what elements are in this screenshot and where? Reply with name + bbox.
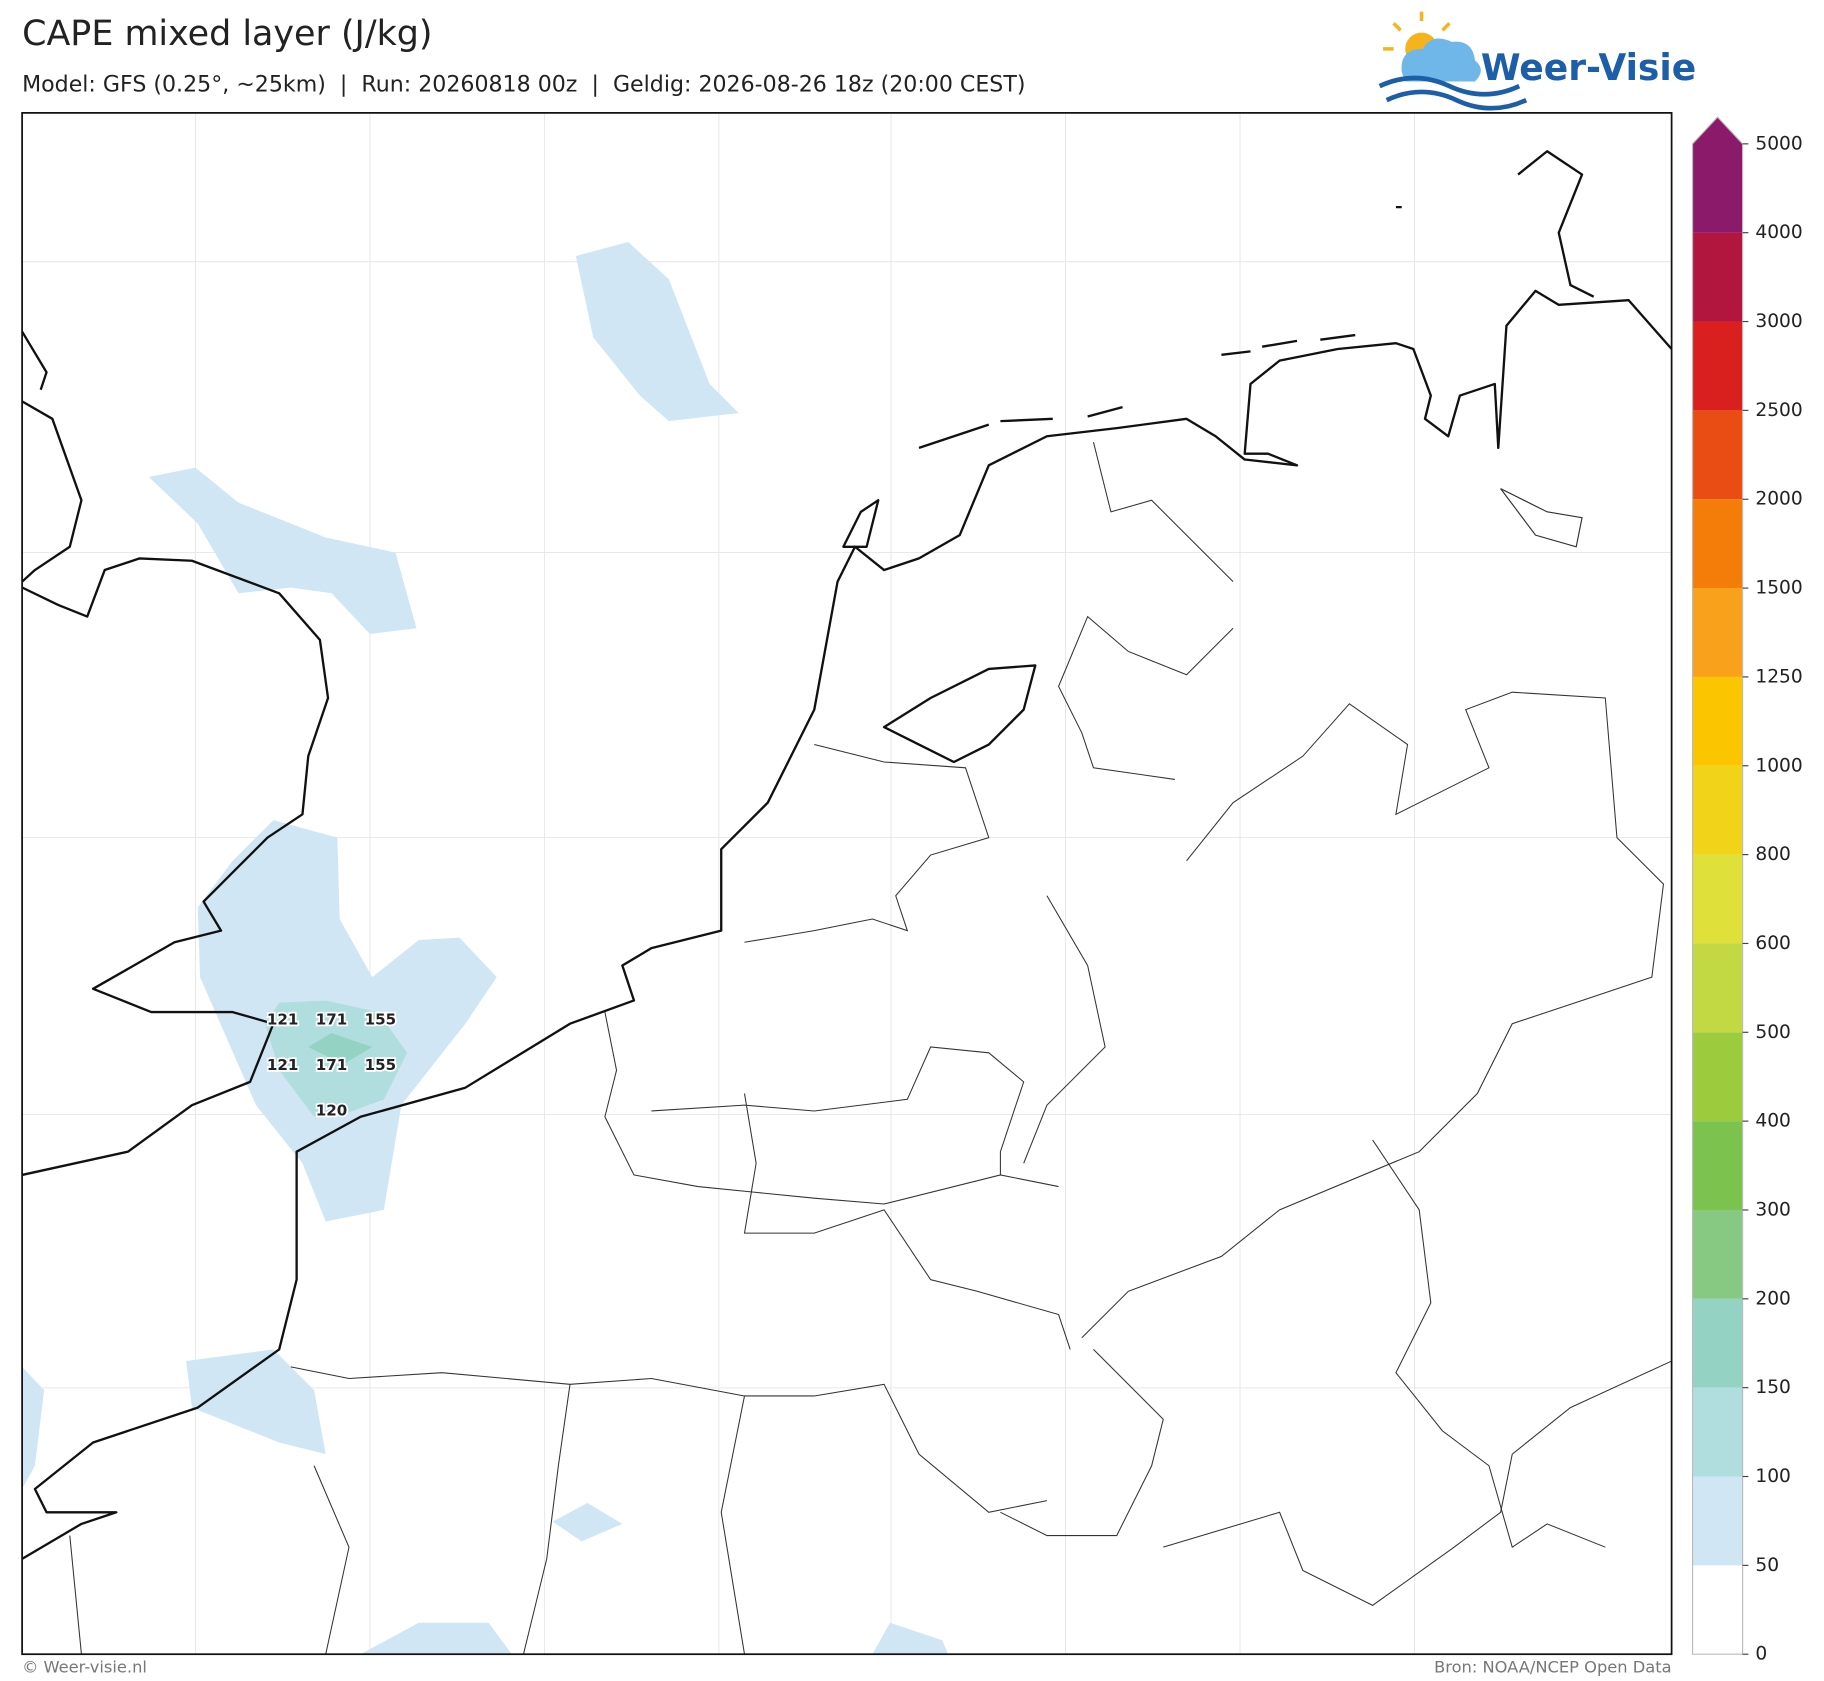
cape-shading bbox=[22, 242, 949, 1655]
colorbar: 0 50 100 150 200 300 400 500 600 800 1000 1250 1500 2… bbox=[1691, 116, 1803, 1665]
colorbar-tick-label: 4000 bbox=[1755, 222, 1802, 243]
colorbar-tick-label: 1000 bbox=[1755, 755, 1802, 776]
colorbar-bin bbox=[1692, 1565, 1743, 1655]
colorbar-tick-label: 3000 bbox=[1755, 311, 1802, 332]
colorbar-tick-label: 50 bbox=[1755, 1555, 1779, 1576]
colorbar-bin bbox=[1692, 410, 1743, 500]
colorbar-tick-label: 100 bbox=[1755, 1466, 1791, 1487]
subtitle: Model: GFS (0.25°, ~25km) | Run: 2026081… bbox=[22, 71, 1025, 97]
colorbar-tick-label: 300 bbox=[1755, 1199, 1791, 1220]
colorbar-tick-label: 0 bbox=[1755, 1644, 1767, 1665]
source: Bron: NOAA/NCEP Open Data bbox=[1434, 1658, 1672, 1677]
colorbar-bin bbox=[1692, 765, 1743, 855]
colorbar-bin bbox=[1692, 1032, 1743, 1122]
graticule bbox=[22, 112, 1672, 1655]
colorbar-bin bbox=[1692, 499, 1743, 589]
map: 121 171 155 121 171 155 120 bbox=[21, 112, 1673, 1655]
map-frame bbox=[21, 112, 1673, 1656]
colorbar-tick-label: 800 bbox=[1755, 844, 1791, 865]
borders bbox=[69, 441, 1672, 1655]
value-label: 155 bbox=[365, 1011, 397, 1029]
colorbar-bin bbox=[1692, 1298, 1743, 1388]
value-label: 121 bbox=[267, 1011, 299, 1029]
value-label: 171 bbox=[316, 1056, 348, 1074]
logo: Weer-Visie bbox=[1378, 11, 1696, 111]
coastline bbox=[21, 150, 1673, 1560]
colorbar-bin bbox=[1692, 1476, 1743, 1566]
colorbar-arrow bbox=[1692, 117, 1743, 233]
credit: © Weer-visie.nl bbox=[22, 1658, 147, 1677]
colorbar-tick-label: 2500 bbox=[1755, 400, 1802, 421]
colorbar-tick-label: 1250 bbox=[1755, 666, 1802, 687]
title: CAPE mixed layer (J/kg) bbox=[22, 14, 432, 54]
colorbar-tick-label: 150 bbox=[1755, 1377, 1791, 1398]
colorbar-bin bbox=[1692, 588, 1743, 677]
colorbar-tick-label: 5000 bbox=[1755, 133, 1802, 154]
colorbar-bin bbox=[1692, 232, 1743, 322]
colorbar-bin bbox=[1692, 1121, 1743, 1210]
colorbar-tick-label: 400 bbox=[1755, 1111, 1791, 1132]
value-label: 155 bbox=[365, 1056, 397, 1074]
colorbar-tick-label: 1500 bbox=[1755, 578, 1802, 599]
colorbar-bin bbox=[1692, 1387, 1743, 1477]
logo-text: Weer-Visie bbox=[1481, 47, 1696, 89]
value-label: 121 bbox=[267, 1056, 299, 1074]
colorbar-bin bbox=[1692, 676, 1743, 766]
colorbar-bin bbox=[1692, 854, 1743, 944]
colorbar-tick-label: 2000 bbox=[1755, 489, 1802, 510]
colorbar-outline bbox=[1691, 116, 1744, 1655]
colorbar-tick-label: 500 bbox=[1755, 1022, 1791, 1043]
colorbar-tick-label: 600 bbox=[1755, 933, 1791, 954]
colorbar-bin bbox=[1692, 321, 1743, 411]
colorbar-bin bbox=[1692, 943, 1743, 1033]
colorbar-bin bbox=[1692, 1209, 1743, 1299]
value-label: 171 bbox=[316, 1011, 348, 1029]
value-label: 120 bbox=[316, 1101, 348, 1119]
colorbar-tick-label: 200 bbox=[1755, 1288, 1791, 1309]
